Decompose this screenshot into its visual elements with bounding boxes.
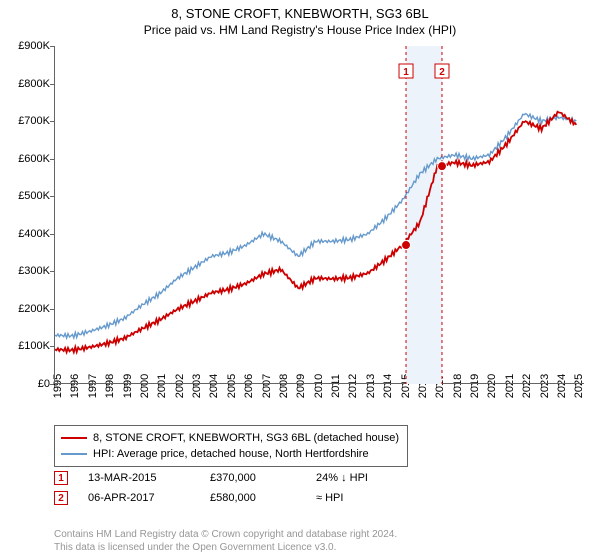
- legend-item: HPI: Average price, detached house, Nort…: [61, 446, 399, 462]
- sale-date: 13-MAR-2015: [88, 472, 210, 484]
- chart-title: 8, STONE CROFT, KNEBWORTH, SG3 6BL: [0, 0, 600, 21]
- ytick-label: £100K: [18, 340, 50, 352]
- plot-area: 12: [54, 46, 584, 384]
- ytick-label: £200K: [18, 303, 50, 315]
- ytick-label: £0: [38, 378, 50, 390]
- svg-text:1: 1: [403, 67, 409, 78]
- chart-svg: 12: [55, 46, 585, 384]
- footer-line1: Contains HM Land Registry data © Crown c…: [54, 529, 397, 542]
- footer-line2: This data is licensed under the Open Gov…: [54, 542, 397, 555]
- sale-price: £370,000: [210, 472, 316, 484]
- sale-date: 06-APR-2017: [88, 492, 210, 504]
- legend-swatch: [61, 437, 87, 439]
- legend-swatch: [61, 453, 87, 455]
- ytick-label: £800K: [18, 78, 50, 90]
- sale-price: £580,000: [210, 492, 316, 504]
- sale-marker-box: 1: [54, 471, 68, 485]
- sale-marker-box: 2: [54, 491, 68, 505]
- sale-delta: ≈ HPI: [316, 492, 406, 504]
- sales-table: 1 13-MAR-2015£370,00024% ↓ HPI 2 06-APR-201…: [54, 468, 406, 508]
- legend-item: 8, STONE CROFT, KNEBWORTH, SG3 6BL (deta…: [61, 430, 399, 446]
- chart-subtitle: Price paid vs. HM Land Registry's House …: [0, 21, 600, 41]
- legend-label: HPI: Average price, detached house, Nort…: [93, 448, 369, 460]
- ytick-label: £300K: [18, 265, 50, 277]
- ytick-label: £500K: [18, 190, 50, 202]
- sale-delta: 24% ↓ HPI: [316, 472, 406, 484]
- legend: 8, STONE CROFT, KNEBWORTH, SG3 6BL (deta…: [54, 425, 408, 467]
- legend-label: 8, STONE CROFT, KNEBWORTH, SG3 6BL (deta…: [93, 432, 399, 444]
- ytick-label: £400K: [18, 228, 50, 240]
- sales-row: 1 13-MAR-2015£370,00024% ↓ HPI: [54, 468, 406, 488]
- ytick-label: £600K: [18, 153, 50, 165]
- ytick-label: £700K: [18, 115, 50, 127]
- footer-attribution: Contains HM Land Registry data © Crown c…: [54, 529, 397, 554]
- sales-row: 2 06-APR-2017£580,000≈ HPI: [54, 488, 406, 508]
- ytick-label: £900K: [18, 40, 50, 52]
- svg-text:2: 2: [439, 67, 445, 78]
